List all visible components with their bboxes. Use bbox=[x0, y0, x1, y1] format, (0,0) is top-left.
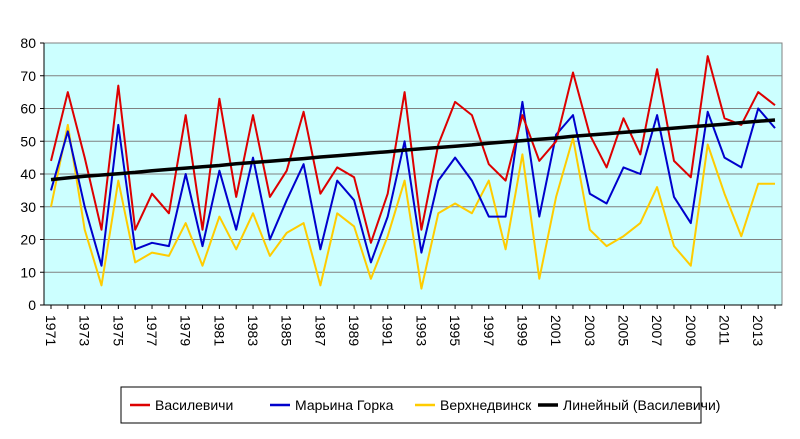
y-tick-label: 70 bbox=[20, 68, 36, 84]
x-tick-label: 2003 bbox=[582, 315, 598, 346]
legend-label: Верхнедвинск bbox=[440, 397, 532, 413]
legend-label: Марьина Горка bbox=[295, 397, 394, 413]
x-tick-labels: 1971 1973 1975 1977 1979 1981 1983 1985 1987 1989… bbox=[43, 305, 776, 346]
series-line-3 bbox=[50, 118, 776, 182]
x-tick-label: 1997 bbox=[481, 315, 497, 346]
y-tick-label: 30 bbox=[20, 199, 36, 215]
y-tick-label: 20 bbox=[20, 232, 36, 248]
x-tick-label: 1989 bbox=[346, 315, 362, 346]
series-line-1 bbox=[50, 100, 776, 267]
legend: Василевичи Марьина Горка Верхнедвинск Линей… bbox=[130, 397, 720, 413]
x-tick-label: 1991 bbox=[380, 315, 396, 346]
x-tick-label: 2009 bbox=[683, 315, 699, 346]
y-tick-label: 10 bbox=[20, 264, 36, 280]
x-tick-label: 1981 bbox=[211, 315, 227, 346]
x-tick-label: 1999 bbox=[514, 315, 530, 346]
series-lines bbox=[50, 55, 776, 290]
x-tick-label: 1995 bbox=[447, 315, 463, 346]
y-tick-label: 40 bbox=[20, 166, 36, 182]
x-tick-label: 1983 bbox=[245, 315, 261, 346]
x-tick-label: 2007 bbox=[649, 315, 665, 346]
y-tick-label: 60 bbox=[20, 101, 36, 117]
legend-box bbox=[120, 386, 702, 424]
x-tick-label: 2013 bbox=[750, 315, 766, 346]
x-tick-label: 1993 bbox=[413, 315, 429, 346]
series-line-2 bbox=[50, 123, 775, 290]
x-tick-label: 2001 bbox=[548, 315, 564, 346]
x-tick-label: 1987 bbox=[312, 315, 328, 346]
x-tick-label: 1971 bbox=[43, 315, 59, 346]
x-tick-label: 2011 bbox=[716, 315, 732, 345]
x-tick-label: 1979 bbox=[178, 315, 194, 346]
legend-label: Линейный (Василевичи) bbox=[563, 397, 720, 413]
x-tick-label: 2005 bbox=[615, 315, 631, 346]
legend-label: Василевичи bbox=[155, 397, 233, 413]
y-tick-label: 80 bbox=[20, 35, 36, 51]
y-tick-label: 50 bbox=[20, 133, 36, 149]
x-tick-label: 1985 bbox=[279, 315, 295, 346]
x-tick-label: 1975 bbox=[110, 315, 126, 346]
x-tick-label: 1973 bbox=[77, 315, 93, 346]
x-tick-label: 1977 bbox=[144, 315, 160, 346]
y-tick-label: 0 bbox=[28, 297, 36, 313]
series-line-0 bbox=[50, 55, 776, 244]
y-tick-labels: 0 10 20 30 40 50 60 70 80 bbox=[20, 35, 44, 313]
